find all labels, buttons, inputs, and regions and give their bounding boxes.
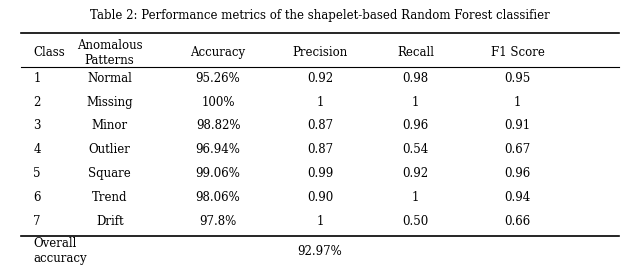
Text: 1: 1 bbox=[514, 96, 521, 109]
Text: Normal: Normal bbox=[87, 72, 132, 85]
Text: 1: 1 bbox=[33, 72, 40, 85]
Text: 0.92: 0.92 bbox=[307, 72, 333, 85]
Text: Outlier: Outlier bbox=[89, 143, 131, 156]
Text: 0.95: 0.95 bbox=[504, 72, 531, 85]
Text: 98.06%: 98.06% bbox=[196, 191, 241, 204]
Text: 0.98: 0.98 bbox=[403, 72, 429, 85]
Text: 2: 2 bbox=[33, 96, 40, 109]
Text: 96.94%: 96.94% bbox=[196, 143, 241, 156]
Text: 0.66: 0.66 bbox=[504, 215, 531, 228]
Text: Recall: Recall bbox=[397, 46, 434, 59]
Text: Anomalous
Patterns: Anomalous Patterns bbox=[77, 39, 143, 67]
Text: F1 Score: F1 Score bbox=[491, 46, 545, 59]
Text: 3: 3 bbox=[33, 119, 41, 132]
Text: 92.97%: 92.97% bbox=[298, 245, 342, 258]
Text: 5: 5 bbox=[33, 167, 41, 180]
Text: 95.26%: 95.26% bbox=[196, 72, 241, 85]
Text: Table 2: Performance metrics of the shapelet-based Random Forest classifier: Table 2: Performance metrics of the shap… bbox=[90, 9, 550, 22]
Text: 100%: 100% bbox=[202, 96, 235, 109]
Text: 0.99: 0.99 bbox=[307, 167, 333, 180]
Text: Accuracy: Accuracy bbox=[191, 46, 246, 59]
Text: 4: 4 bbox=[33, 143, 41, 156]
Text: 1: 1 bbox=[412, 96, 419, 109]
Text: 0.90: 0.90 bbox=[307, 191, 333, 204]
Text: 0.50: 0.50 bbox=[403, 215, 429, 228]
Text: 97.8%: 97.8% bbox=[200, 215, 237, 228]
Text: Class: Class bbox=[33, 46, 65, 59]
Text: Missing: Missing bbox=[86, 96, 133, 109]
Text: 0.96: 0.96 bbox=[504, 167, 531, 180]
Text: 0.87: 0.87 bbox=[307, 143, 333, 156]
Text: Trend: Trend bbox=[92, 191, 127, 204]
Text: 7: 7 bbox=[33, 215, 41, 228]
Text: 0.54: 0.54 bbox=[403, 143, 429, 156]
Text: 1: 1 bbox=[412, 191, 419, 204]
Text: 0.67: 0.67 bbox=[504, 143, 531, 156]
Text: 99.06%: 99.06% bbox=[196, 167, 241, 180]
Text: Minor: Minor bbox=[92, 119, 128, 132]
Text: 0.92: 0.92 bbox=[403, 167, 429, 180]
Text: 98.82%: 98.82% bbox=[196, 119, 240, 132]
Text: 1: 1 bbox=[316, 215, 324, 228]
Text: 0.94: 0.94 bbox=[504, 191, 531, 204]
Text: Drift: Drift bbox=[96, 215, 124, 228]
Text: Overall
accuracy: Overall accuracy bbox=[33, 237, 87, 265]
Text: 0.87: 0.87 bbox=[307, 119, 333, 132]
Text: Precision: Precision bbox=[292, 46, 348, 59]
Text: 1: 1 bbox=[316, 96, 324, 109]
Text: 0.91: 0.91 bbox=[504, 119, 531, 132]
Text: 6: 6 bbox=[33, 191, 41, 204]
Text: Square: Square bbox=[88, 167, 131, 180]
Text: 0.96: 0.96 bbox=[403, 119, 429, 132]
